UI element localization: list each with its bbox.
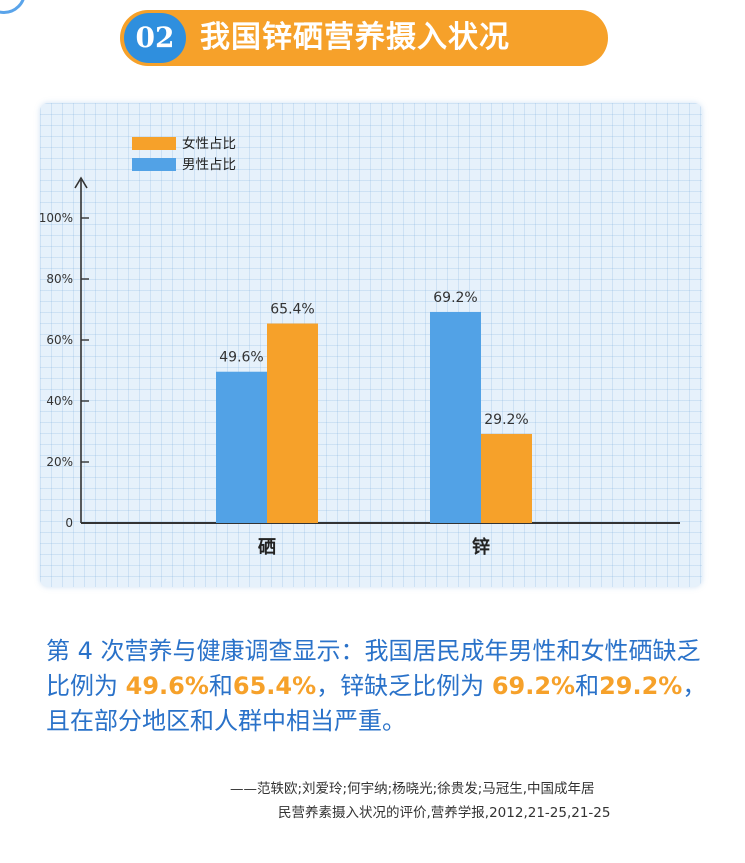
y-tick-label: 20% (46, 455, 73, 469)
x-category-label: 锌 (472, 536, 490, 558)
description-text: 和 (575, 672, 600, 700)
y-tick-label: 60% (46, 333, 73, 347)
legend-swatch (132, 158, 176, 171)
highlight-value: 65.4% (232, 672, 317, 700)
legend-label: 女性占比 (182, 135, 236, 152)
bar-female (267, 323, 318, 523)
description-text: ，且在部分地区和人群中相当严重。 (46, 672, 707, 735)
corner-decoration (0, 0, 26, 14)
highlight-value: 49.6% (125, 672, 209, 700)
survey-description: 第 4 次营养与健康调查显示：我国居民成年男性和女性硒缺乏比例为 49.6%和6… (46, 634, 716, 739)
section-title: 我国锌硒营养摄入状况 (200, 20, 510, 55)
y-tick-label: 100% (40, 211, 73, 225)
bar-value-label: 65.4% (270, 302, 314, 318)
legend-label: 男性占比 (182, 157, 236, 173)
citation-line-2: 民营养素摄入状况的评价,营养学报,2012,21-25,21-25 (278, 805, 611, 821)
bar-value-label: 29.2% (484, 412, 528, 428)
y-tick-label: 80% (46, 272, 73, 286)
y-tick-label: 40% (46, 394, 73, 408)
bar-female (481, 433, 532, 523)
bar-chart: 0 20% 40% 60% 80% 100% 49.6% 65.4% 硒 69.2% 29.2% 锌 女… (40, 135, 680, 558)
x-category-label: 硒 (258, 537, 276, 558)
description-text: 第 4 次营养与健康调查显示：我国居民成年男性和女性硒缺乏比例为 (46, 637, 701, 700)
description-text: ，锌缺乏比例为 (316, 672, 492, 700)
y-tick-label: 0 (65, 516, 73, 530)
section-number-badge: 02 (124, 13, 186, 63)
description-text: 和 (208, 672, 233, 700)
citation: ——范轶欧;刘爱玲;何宇纳;杨晓光;徐贵发;马冠生,中国成年居 民营养素摄入状况… (230, 777, 700, 825)
citation-line-1: ——范轶欧;刘爱玲;何宇纳;杨晓光;徐贵发;马冠生,中国成年居 (230, 781, 595, 797)
chart-panel: 0 20% 40% 60% 80% 100% 49.6% 65.4% 硒 69.2% 29.2% 锌 女… (40, 103, 702, 587)
bar-value-label: 49.6% (219, 350, 263, 366)
bar-male (430, 311, 481, 523)
bar-male (216, 371, 267, 523)
highlight-value: 29.2% (599, 672, 683, 700)
highlight-value: 69.2% (491, 672, 576, 700)
section-header: 02 我国锌硒营养摄入状况 (120, 10, 608, 66)
bar-value-label: 69.2% (433, 290, 477, 306)
y-axis-arrow (74, 176, 88, 189)
legend-swatch (132, 137, 176, 150)
